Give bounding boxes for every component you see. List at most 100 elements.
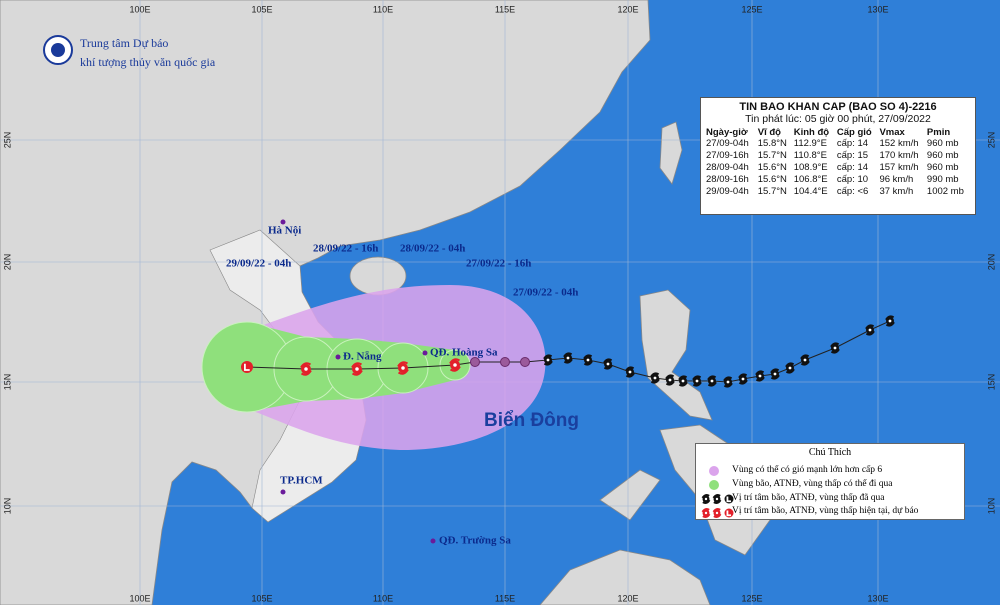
storm-arm [397,361,409,368]
lon-label: 115E [495,4,515,14]
bulletin-cell: 108.9°E [793,162,828,173]
bulletin-issued: Tin phát lúc: 05 giờ 00 phút, 27/09/2022 [745,113,931,125]
storm-symbol [603,358,613,370]
bulletin-cell: 990 mb [926,174,959,185]
bulletin-cell: 110.8°E [793,150,827,161]
bulletin-cell: 37 km/h [879,186,914,197]
storm-arm [713,499,722,505]
storm-symbol [712,507,722,519]
legend-forecast-symbols [701,507,734,519]
storm-arm [723,382,733,388]
storm-arm [830,348,840,354]
sea-label: Biển Đông [484,410,579,431]
city-dot [280,219,286,225]
legend-item: Vị trí tâm bão, ATNĐ, vùng thấp hiện tại… [732,506,919,516]
storm-arm [583,354,593,360]
logo [43,35,73,65]
storm-arm [702,513,711,519]
storm-arm [678,381,688,387]
storm-symbol [625,366,635,378]
legend-past-symbols [701,493,734,505]
bulletin-cell: cấp: 14 [836,162,869,173]
storm-eye [401,366,405,370]
bulletin-cell: 960 mb [926,150,959,161]
lat-label: 10N [2,498,12,515]
storm-eye [704,511,708,515]
lon-label: 115E [495,593,515,603]
place-label: QĐ. Hoàng Sa [430,347,498,359]
storm-symbol [563,352,573,364]
lon-label: 100E [129,593,150,603]
storm-symbol [543,354,553,366]
city-dot [280,489,286,495]
org-name: Trung tâm Dự báo [80,36,168,50]
storm-arm [800,354,810,360]
storm-arm [885,321,895,327]
storm-symbol [785,362,795,374]
storm-symbol [707,375,717,387]
storm-symbol [449,358,461,372]
storm-arm [449,358,461,365]
storm-eye [681,379,685,383]
storm-arm [603,358,613,364]
city-dot [335,354,341,360]
bulletin-column: Kinh độ [793,127,830,138]
bulletin-row: 28/09-16h 15.6°N 106.8°E cấp: 10 96 km/h 990 … [705,174,971,186]
storm-arm [723,376,733,382]
storm-eye [773,372,777,376]
bulletin-cell: cấp: 15 [836,150,869,161]
legend-item: Vùng bão, ATNĐ, vùng thấp có thể đi qua [732,479,893,489]
storm-eye [668,378,672,382]
bulletin-cell: 15.7°N [757,186,787,197]
lon-label: 130E [867,593,888,603]
storm-eye [710,379,714,383]
bulletin-cell: 28/09-04h [706,162,749,173]
lat-label: 15N [986,374,996,391]
land-borneo [539,549,711,605]
storm-arm [770,368,780,374]
storm-arm [351,362,363,369]
bulletin-column: Pmin [926,127,951,138]
low-letter [244,363,250,371]
bulletin-cell: 960 mb [926,162,959,173]
bulletin-cell: 960 mb [926,138,959,149]
place-label: Đ. Nẵng [343,351,382,363]
storm-symbol [712,493,722,505]
legend-box: Chú Thích Vùng có thể có gió mạnh lớn hơ… [695,443,965,520]
island-dot [422,350,428,356]
storm-eye [758,374,762,378]
storm-symbol [701,507,711,519]
bulletin-cell: 15.6°N [757,162,787,173]
storm-eye [653,376,657,380]
past-position [470,357,480,367]
logo-core [51,43,65,57]
island-dot [430,538,436,544]
bulletin-header-row: Ngày-giờ Vĩ độ Kinh độ Cấp gió Vmax Pmin [705,127,971,138]
storm-symbol [800,354,810,366]
bulletin-row: 29/09-04h 15.7°N 104.4°E cấp: <6 37 km/h 1002… [705,186,971,198]
bulletin-cell: 15.6°N [757,174,787,185]
lon-label: 100E [129,4,150,14]
low-symbol [724,494,734,504]
storm-symbol [830,342,840,354]
legend-swatch [709,466,719,476]
storm-eye [741,377,745,381]
storm-eye [355,367,359,371]
bulletin-cell: 170 km/h [879,150,919,161]
track-label: 28/09/22 - 16h [313,243,378,255]
storm-arm [397,368,409,375]
bulletin-cell: 15.8°N [757,138,787,149]
lon-label: 105E [251,4,272,14]
storm-arm [885,315,895,321]
bulletin-body: 27/09-04h 15.8°N 112.9°E cấp: 14 152 km/h 960… [705,138,971,198]
lat-label: 20N [986,254,996,271]
storm-arm [543,354,553,360]
storm-arm [650,372,660,378]
bulletin-cell: 157 km/h [879,162,919,173]
past-position [500,357,510,367]
storm-eye [715,497,719,501]
storm-arm [701,493,710,499]
lon-label: 110E [373,593,393,603]
storm-symbol [770,368,780,380]
storm-eye [704,497,708,501]
